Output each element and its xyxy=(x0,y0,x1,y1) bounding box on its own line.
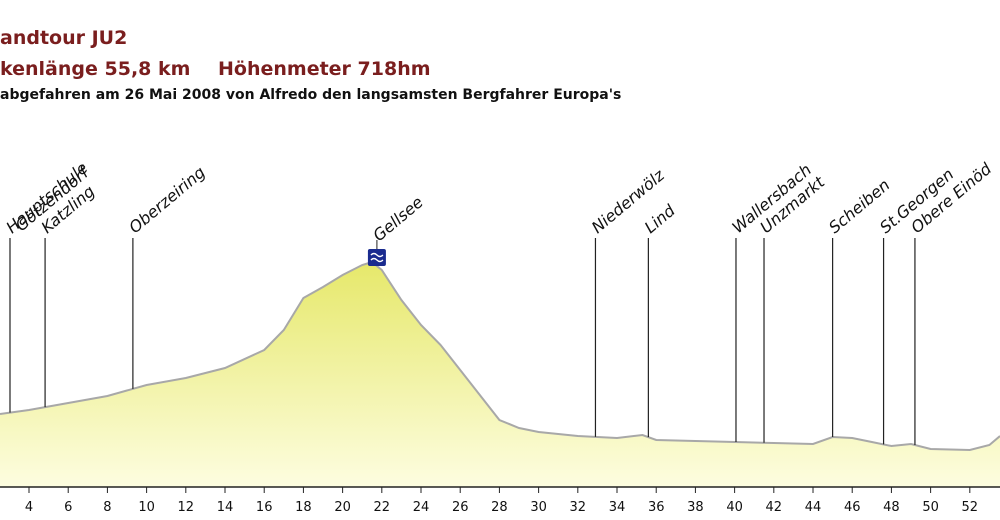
x-tick-label: 14 xyxy=(217,500,234,515)
x-tick-label: 38 xyxy=(687,500,704,515)
x-tick-label: 42 xyxy=(766,500,783,515)
x-tick-label: 46 xyxy=(844,500,861,515)
x-tick-label: 12 xyxy=(178,500,195,515)
x-tick-label: 32 xyxy=(570,500,587,515)
subtitle: kenlänge 55,8 km xyxy=(0,58,190,80)
x-tick-label: 44 xyxy=(805,500,822,515)
x-tick-label: 8 xyxy=(103,500,111,515)
note: abgefahren am 26 Mai 2008 von Alfredo de… xyxy=(0,87,621,103)
x-tick-label: 36 xyxy=(648,500,665,515)
x-tick-label: 16 xyxy=(256,500,273,515)
x-tick-label: 22 xyxy=(374,500,391,515)
chart-title: andtour JU2 xyxy=(0,27,127,49)
x-tick-label: 48 xyxy=(883,500,900,515)
x-tick-label: 20 xyxy=(334,500,351,515)
area xyxy=(0,262,1000,487)
x-tick-label: 10 xyxy=(138,500,155,515)
waypoint-label: Gellsee xyxy=(369,192,427,245)
x-tick-label: 6 xyxy=(64,500,72,515)
x-tick-label: 26 xyxy=(452,500,469,515)
waypoint-label: Oberzeiring xyxy=(125,163,209,237)
waypoint-label: Lind xyxy=(641,200,680,237)
x-tick-label: 28 xyxy=(491,500,508,515)
x-tick-label: 40 xyxy=(726,500,743,515)
x-tick-label: 34 xyxy=(609,500,626,515)
profile-line xyxy=(0,260,1000,452)
x-tick-label: 50 xyxy=(922,500,939,515)
x-tick-label: 30 xyxy=(530,500,547,515)
x-tick-label: 18 xyxy=(295,500,312,515)
subtitle: Höhenmeter 718hm xyxy=(218,58,431,80)
lake-waves xyxy=(370,252,384,263)
x-tick-label: 24 xyxy=(413,500,430,515)
x-tick-label: 52 xyxy=(962,500,979,515)
lake-icon xyxy=(367,249,386,266)
x-tick-label: 4 xyxy=(25,500,33,515)
